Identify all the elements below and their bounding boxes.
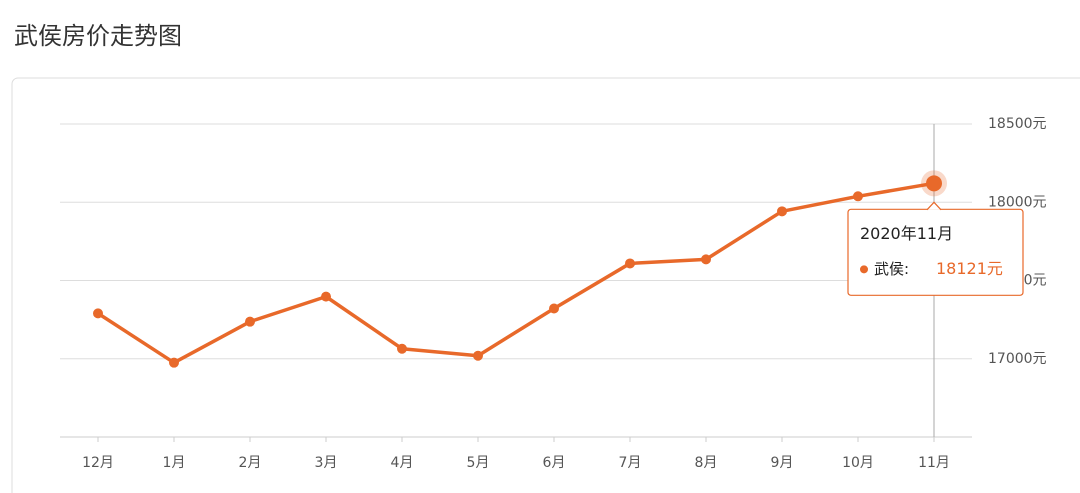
data-point bbox=[701, 254, 711, 265]
data-point bbox=[93, 308, 103, 319]
tooltip-box bbox=[847, 208, 1024, 296]
x-tick-label: 8月 bbox=[695, 455, 718, 471]
data-point bbox=[549, 303, 559, 314]
x-tick-label: 3月 bbox=[315, 455, 338, 471]
x-tick-label: 11月 bbox=[918, 455, 950, 471]
series-line bbox=[97, 181, 935, 365]
x-tick-label: 6月 bbox=[543, 455, 566, 471]
data-point bbox=[625, 258, 635, 269]
tooltip-marker bbox=[860, 265, 868, 274]
y-tick-label: 18000元 bbox=[988, 194, 1047, 210]
data-point bbox=[397, 343, 407, 354]
tooltip-arrow bbox=[926, 201, 942, 211]
data-point bbox=[169, 357, 179, 368]
x-tick-label: 4月 bbox=[391, 455, 414, 471]
chart-card bbox=[11, 77, 1080, 493]
data-point bbox=[926, 175, 942, 192]
tooltip-title: 2020年11月 bbox=[860, 224, 953, 243]
x-tick-label: 12月 bbox=[82, 455, 114, 471]
data-point bbox=[473, 350, 483, 361]
x-tick-label: 5月 bbox=[467, 455, 490, 471]
x-tick-label: 10月 bbox=[842, 455, 874, 471]
x-tick-label: 9月 bbox=[771, 455, 794, 471]
x-tick-label: 1月 bbox=[163, 455, 186, 471]
data-point bbox=[777, 206, 787, 217]
data-point bbox=[245, 316, 255, 327]
tooltip-series-name: 武侯: bbox=[874, 260, 909, 278]
data-point bbox=[853, 191, 863, 202]
x-tick-label: 2月 bbox=[239, 455, 262, 471]
x-tick-label: 7月 bbox=[619, 455, 642, 471]
data-point bbox=[321, 291, 331, 302]
y-tick-label: 17000元 bbox=[988, 351, 1047, 367]
tooltip-value: 18121元 bbox=[936, 259, 1003, 278]
y-tick-label: 18500元 bbox=[988, 116, 1047, 132]
page-title: 武侯房价走势图 bbox=[14, 22, 182, 50]
